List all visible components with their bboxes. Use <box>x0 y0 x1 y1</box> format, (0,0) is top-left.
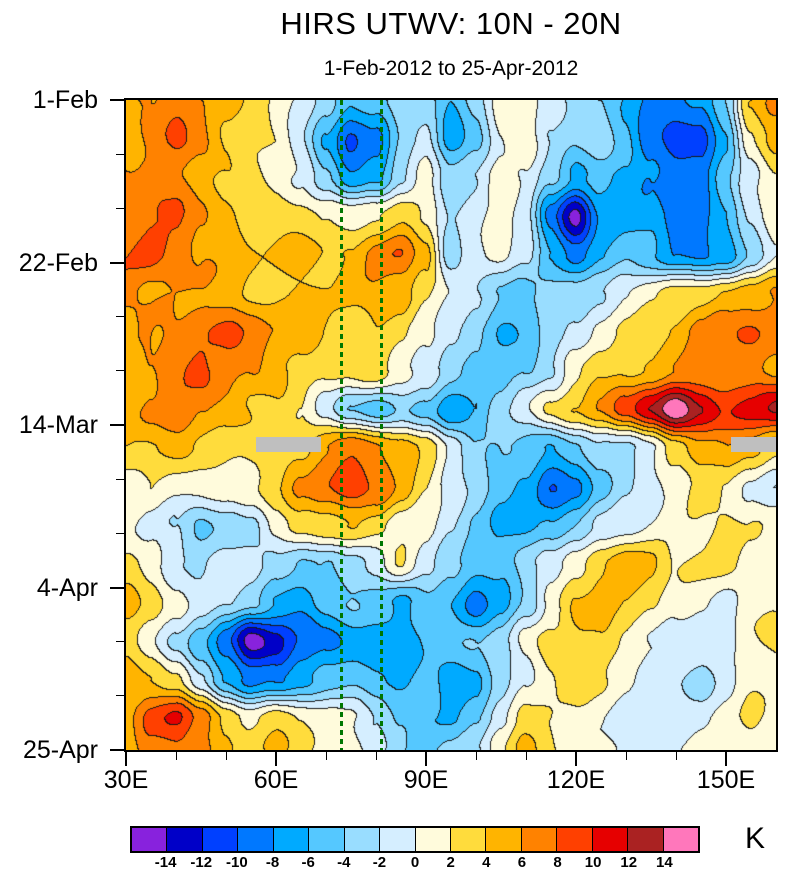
reference-longitude-line <box>379 100 383 750</box>
colorbar-tick-label: 6 <box>517 854 527 871</box>
y-axis-minor-tick <box>116 695 124 697</box>
x-axis-minor-tick <box>525 752 527 760</box>
x-axis-major-tick <box>275 752 277 766</box>
missing-data-patch <box>731 436 776 453</box>
colorbar-cell <box>415 828 451 851</box>
y-axis-minor-tick <box>116 478 124 480</box>
colorbar-tick-label: -14 <box>154 854 177 871</box>
colorbar-tick-label: -4 <box>337 854 351 871</box>
y-axis-minor-tick <box>116 153 124 155</box>
colorbar-tick-label: 14 <box>656 854 673 871</box>
x-axis-minor-tick <box>625 752 627 760</box>
colorbar-cell <box>380 828 416 851</box>
colorbar-tick-label: -2 <box>372 854 387 871</box>
colorbar-cell <box>450 828 487 851</box>
x-axis-minor-tick <box>175 752 177 760</box>
colorbar-tick-label: 2 <box>446 854 455 871</box>
y-axis-label: 4-Apr <box>36 573 98 602</box>
heatmap-canvas <box>126 100 776 750</box>
y-axis-major-tick <box>110 586 124 589</box>
missing-data-patch <box>256 436 321 453</box>
colorbar-cell <box>628 828 664 851</box>
x-axis-major-tick <box>125 752 127 766</box>
colorbar-tick-label: 0 <box>410 854 420 871</box>
colorbar-tick-label: -12 <box>190 854 213 871</box>
colorbar-labels: -14 -12 -10 -8 -6 -4 -2 0 2 4 6 8 10 12 14 <box>130 854 700 872</box>
y-axis-major-tick <box>110 749 124 751</box>
x-axis-label: 150E <box>696 766 756 794</box>
colorbar-cell <box>273 828 310 851</box>
y-axis-label: 14-Mar <box>18 411 98 439</box>
colorbar-cell <box>663 828 698 851</box>
y-axis-label: 25-Apr <box>22 736 98 764</box>
x-axis-label: 90E <box>403 766 449 794</box>
colorbar-cell <box>557 828 593 851</box>
x-axis-label: 60E <box>253 766 299 794</box>
colorbar-cell <box>486 828 522 851</box>
y-axis-label: 22-Feb <box>18 248 98 277</box>
colorbar-tick-label: -8 <box>265 854 280 871</box>
y-axis-major-tick <box>110 99 124 101</box>
colorbar-tick-label: -6 <box>301 854 315 871</box>
plot-area: 1-Feb 22-Feb 14-Mar 4-Apr 25-Apr 30E 60E 90E 120… <box>19 86 778 794</box>
colorbar-tick-label: -10 <box>226 854 248 871</box>
x-axis-major-tick <box>425 752 427 766</box>
colorbar-tick-label: 8 <box>553 854 562 871</box>
colorbar-cell <box>521 828 558 851</box>
colorbar-cell <box>132 828 168 851</box>
colorbar-cell <box>167 828 203 851</box>
x-axis-minor-tick <box>475 752 477 760</box>
y-axis-minor-tick <box>116 316 124 318</box>
colorbar-tick-label: 12 <box>620 854 638 871</box>
colorbar-cell <box>592 828 629 851</box>
x-axis-minor-tick <box>325 752 327 760</box>
colorbar-cell <box>238 828 274 851</box>
colorbar-tick-label: 4 <box>482 854 491 871</box>
colorbar-cell <box>202 828 239 851</box>
colorbar-tick-label: 10 <box>584 854 602 871</box>
y-axis-major-tick <box>110 261 124 264</box>
colorbar-cell <box>309 828 345 851</box>
y-axis-label: 1-Feb <box>32 86 98 114</box>
y-axis-major-tick <box>110 424 124 426</box>
colorbar-cell <box>344 828 381 851</box>
x-axis-minor-tick <box>375 752 377 760</box>
plot-subtitle: 1-Feb-2012 to 25-Apr-2012 <box>323 57 579 80</box>
reference-longitude-line <box>339 100 343 750</box>
x-axis-label: 30E <box>103 766 149 794</box>
x-axis-minor-tick <box>225 752 227 760</box>
y-axis-minor-tick <box>116 532 124 534</box>
x-axis-major-tick <box>725 752 727 766</box>
x-axis-major-tick <box>575 752 577 766</box>
y-axis-minor-tick <box>116 370 124 372</box>
page-title: HIRS UTWV: 10N - 20N <box>280 6 622 41</box>
y-axis-minor-tick <box>116 207 124 209</box>
y-axis-minor-tick <box>116 641 124 643</box>
colorbar <box>130 826 700 853</box>
colorbar-unit-label: K <box>744 822 765 855</box>
x-axis-minor-tick <box>675 752 677 760</box>
x-axis-label: 120E <box>546 766 606 794</box>
